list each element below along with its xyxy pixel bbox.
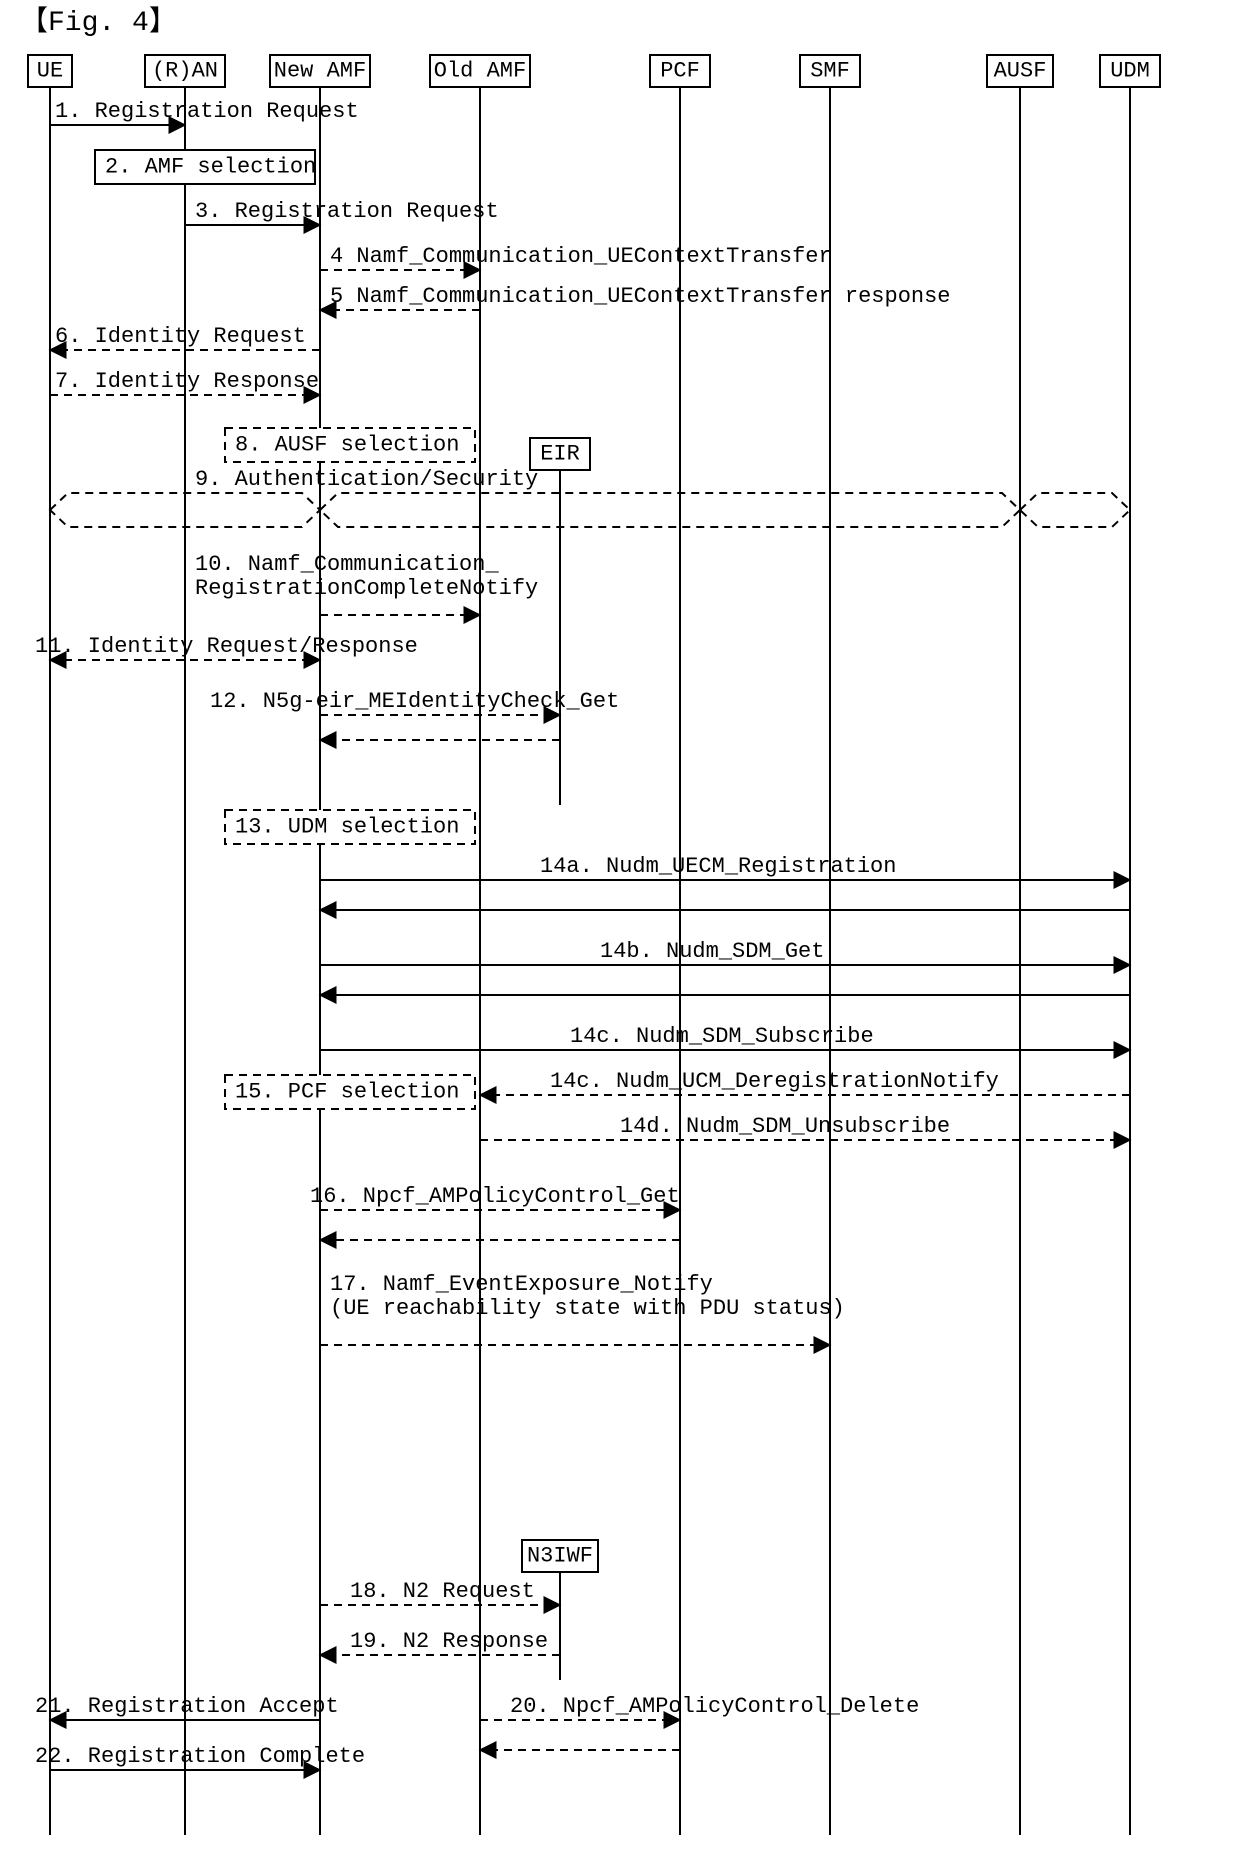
auth-span-ausf-udm [1020, 493, 1130, 527]
msg-label-18: 18. N2 Request [350, 1579, 535, 1604]
actor-label-ran: (R)AN [152, 59, 218, 84]
auth-label: 9. Authentication/Security [195, 467, 538, 492]
msg-label-10-0: 10. Namf_Communication_ [195, 552, 499, 577]
msg-label-7: 7. Identity Response [55, 369, 319, 394]
msg-label-19: 19. N2 Response [350, 1629, 548, 1654]
auth-layer: 9. Authentication/Security [50, 467, 1130, 527]
msg-label-14: 14b. Nudm_SDM_Get [600, 939, 824, 964]
actor-label-eir: EIR [540, 442, 580, 467]
msg-label-14: 14c. Nudm_UCM_DeregistrationNotify [550, 1069, 999, 1094]
actor-label-pcf: PCF [660, 59, 700, 84]
msg-label-17-1: (UE reachability state with PDU status) [330, 1296, 845, 1321]
msg-label-5: 5 Namf_Communication_UEContextTransfer r… [330, 284, 951, 309]
step-box-label-udm-sel: 13. UDM selection [235, 815, 459, 840]
msg-label-1: 1. Registration Request [55, 99, 359, 124]
actor-label-ue: UE [37, 59, 63, 84]
step-box-label-ausf-sel: 8. AUSF selection [235, 433, 459, 458]
msg-label-10-1: RegistrationCompleteNotify [195, 576, 538, 601]
msg-label-21: 21. Registration Accept [35, 1694, 339, 1719]
msg-label-12: 12. N5g-eir_MEIdentityCheck_Get [210, 689, 619, 714]
msg-label-3: 3. Registration Request [195, 199, 499, 224]
actor-label-namf: New AMF [274, 59, 366, 84]
msg-label-14: 14a. Nudm_UECM_Registration [540, 854, 896, 879]
msg-label-14: 14d. Nudm_SDM_Unsubscribe [620, 1114, 950, 1139]
msg-label-20: 20. Npcf_AMPolicyControl_Delete [510, 1694, 919, 1719]
msg-label-11: 11. Identity Request/Response [35, 634, 418, 659]
msg-label-4: 4 Namf_Communication_UEContextTransfer [330, 244, 832, 269]
figure-title: 【Fig. 4】 [20, 5, 177, 39]
actor-label-ausf: AUSF [994, 59, 1047, 84]
actor-label-n3iwf: N3IWF [527, 1544, 593, 1569]
auth-span-newamf-ausf [320, 493, 1020, 527]
msg-label-6: 6. Identity Request [55, 324, 306, 349]
step-box-label-amf-sel: 2. AMF selection [105, 155, 316, 180]
msg-label-16: 16. Npcf_AMPolicyControl_Get [310, 1184, 680, 1209]
msg-label-17-0: 17. Namf_EventExposure_Notify [330, 1272, 713, 1297]
messages-layer: 1. Registration Request 3. Registration R… [35, 99, 1130, 1770]
msg-label-14: 14c. Nudm_SDM_Subscribe [570, 1024, 874, 1049]
actor-label-oamf: Old AMF [434, 59, 526, 84]
actor-label-smf: SMF [810, 59, 850, 84]
step-box-label-pcf-sel: 15. PCF selection [235, 1080, 459, 1105]
msg-label-22: 22. Registration Complete [35, 1744, 365, 1769]
sequence-diagram: 【Fig. 4】 UE (R)AN New AMF Old AMF PCF SMF AUSF… [0, 0, 1240, 1867]
actor-label-udm: UDM [1110, 59, 1150, 84]
actors-layer: UE (R)AN New AMF Old AMF PCF SMF AUSF UDM EIR N3I… [28, 55, 1160, 1835]
